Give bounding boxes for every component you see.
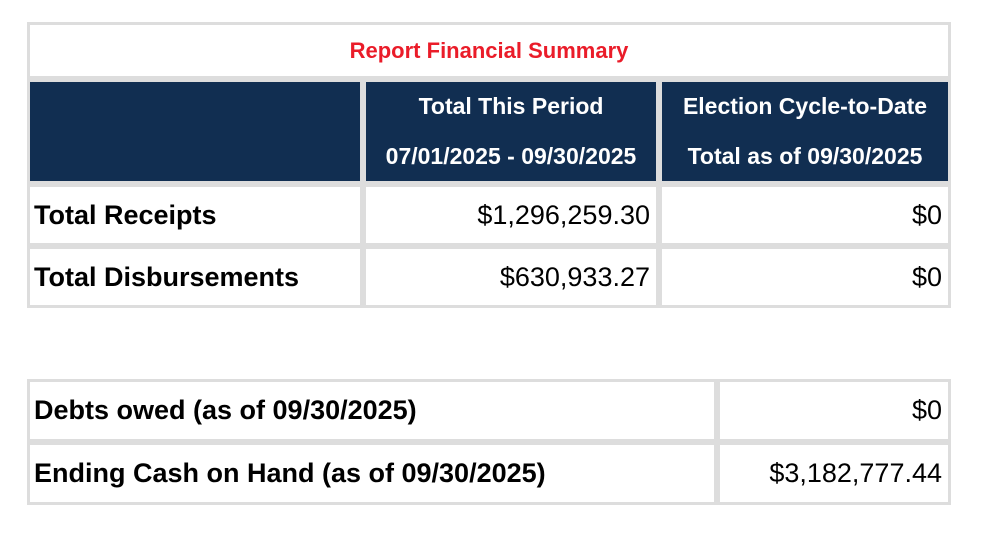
table-row-total-disbursements: Total Disbursements $630,933.27 $0 [27,246,952,308]
debts-owed-label: Debts owed (as of 09/30/2025) [27,379,717,442]
debts-owed-value: $0 [717,379,951,442]
total-disbursements-cycle-value: $0 [659,246,952,308]
column-header-period-dates: 07/01/2025 - 09/30/2025 [385,142,637,169]
column-header-cycle-dates: Total as of 09/30/2025 [687,142,923,169]
total-receipts-period-value: $1,296,259.30 [363,184,659,246]
table-row-total-receipts: Total Receipts $1,296,259.30 $0 [27,184,952,246]
column-header-cycle-title: Election Cycle-to-Date [682,93,928,120]
financial-summary-table: Report Financial Summary Total This Peri… [27,22,952,308]
total-disbursements-period-value: $630,933.27 [363,246,659,308]
page-title: Report Financial Summary [27,22,952,79]
ending-cash-on-hand-label: Ending Cash on Hand (as of 09/30/2025) [27,442,717,505]
title-row: Report Financial Summary [27,22,952,79]
ending-cash-on-hand-value: $3,182,777.44 [717,442,951,505]
total-disbursements-label: Total Disbursements [27,246,363,308]
row-label-column-header [27,79,363,184]
column-header-period-title: Total This Period [418,93,604,120]
total-receipts-label: Total Receipts [27,184,363,246]
column-header-total-this-period: Total This Period 07/01/2025 - 09/30/202… [363,79,659,184]
column-header-election-cycle-to-date: Election Cycle-to-Date Total as of 09/30… [659,79,952,184]
column-header-row: Total This Period 07/01/2025 - 09/30/202… [27,79,952,184]
total-receipts-cycle-value: $0 [659,184,952,246]
debts-and-cash-table: Debts owed (as of 09/30/2025) $0 Ending … [27,379,951,505]
table-row-debts-owed: Debts owed (as of 09/30/2025) $0 [27,379,951,442]
table-row-ending-cash-on-hand: Ending Cash on Hand (as of 09/30/2025) $… [27,442,951,505]
